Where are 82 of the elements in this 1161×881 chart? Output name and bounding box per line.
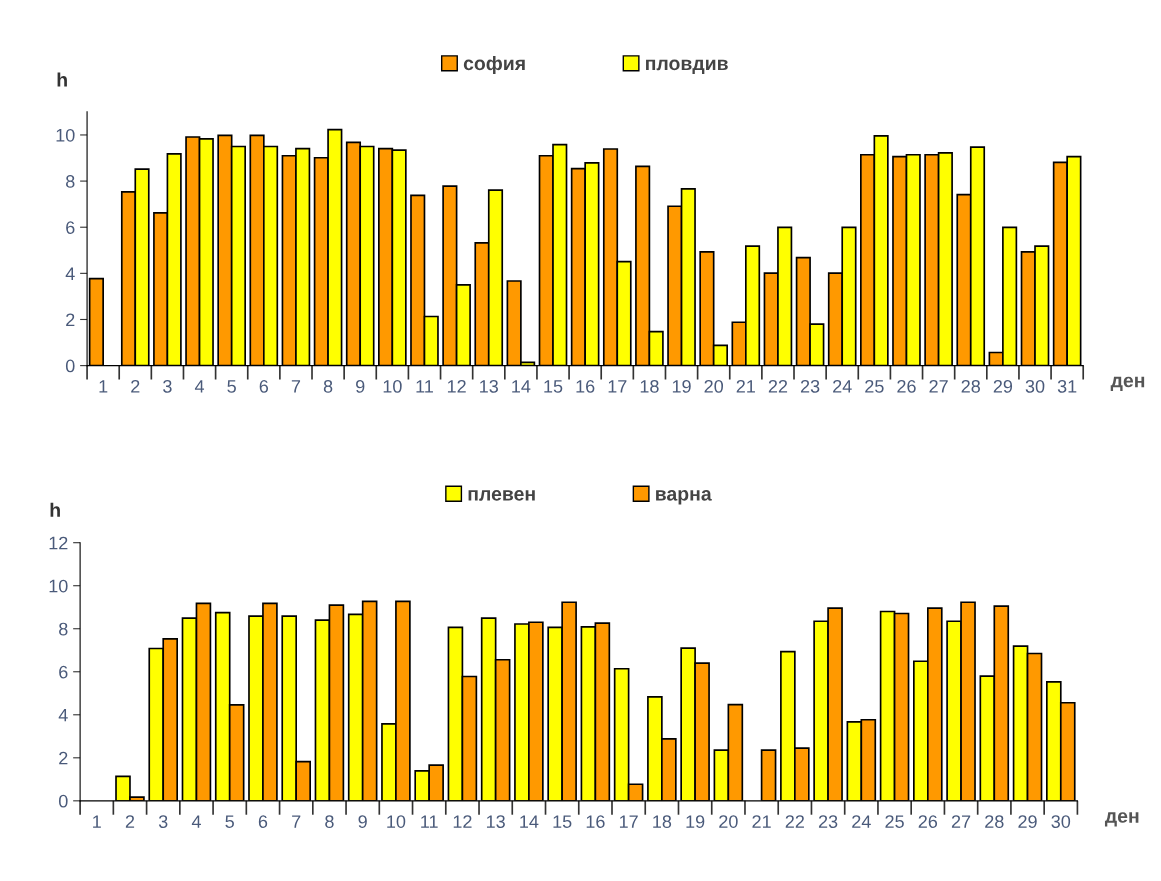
x-tick-label: 16 (586, 815, 605, 828)
x-tick-label: 17 (608, 380, 627, 393)
y-tick-label: 6 (59, 665, 68, 679)
x-tick-label: 27 (951, 815, 971, 828)
x-tick-label: 20 (704, 379, 724, 393)
legend-label: варна (656, 490, 712, 505)
x-tick-label: 24 (833, 379, 852, 393)
y-tick-label: 6 (66, 221, 75, 234)
x-tick-label: 1 (93, 815, 101, 828)
x-tick-label: 4 (194, 380, 205, 393)
x-tick-label: 30 (1025, 379, 1045, 393)
x-tick-label: 23 (818, 815, 838, 828)
x-tick-label: 24 (852, 815, 871, 828)
x-tick-label: 26 (897, 379, 916, 393)
y-axis-title: h (50, 502, 60, 517)
x-tick-label: 25 (885, 815, 904, 828)
x-tick-label: 7 (292, 815, 301, 828)
x-tick-label: 16 (576, 379, 595, 393)
x-tick-label: 18 (640, 379, 659, 393)
x-tick-label: 13 (480, 379, 498, 393)
y-tick-label: 10 (56, 128, 75, 142)
x-tick-label: 29 (1018, 815, 1037, 828)
x-tick-label: 8 (325, 815, 334, 828)
x-tick-label: 7 (291, 380, 301, 393)
x-tick-label: 12 (447, 379, 466, 393)
legend-label: пловдив (646, 59, 728, 74)
legend-label: плевен (468, 490, 535, 501)
x-tick-label: 9 (358, 815, 367, 828)
x-tick-label: 28 (985, 815, 1004, 828)
x-tick-label: 15 (553, 815, 572, 828)
x-tick-label: 19 (686, 815, 705, 828)
x-tick-label: 5 (227, 380, 236, 393)
x-tick-label: 6 (258, 815, 268, 828)
x-tick-label: 21 (736, 379, 755, 393)
y-tick-label: 2 (66, 313, 75, 327)
x-tick-label: 5 (225, 815, 234, 828)
x-tick-label: 25 (865, 379, 884, 393)
x-tick-label: 11 (421, 815, 438, 828)
y-tick-label: 0 (58, 794, 68, 808)
x-tick-label: 11 (416, 380, 433, 393)
x-tick-label: 30 (1051, 815, 1071, 828)
x-tick-label: 14 (520, 815, 539, 828)
x-tick-label: 31 (1057, 379, 1077, 393)
y-tick-label: 4 (58, 708, 68, 722)
x-tick-label: 2 (125, 815, 135, 828)
x-tick-label: 28 (961, 379, 980, 393)
x-tick-label: 3 (163, 379, 172, 393)
x-tick-label: 29 (993, 379, 1013, 393)
x-tick-label: 15 (544, 380, 563, 393)
y-axis-title: h (57, 72, 67, 87)
x-tick-label: 10 (383, 379, 402, 393)
x-tick-label: 8 (323, 379, 333, 393)
y-tick-label: 2 (59, 751, 68, 765)
x-tick-label: 13 (486, 815, 505, 828)
x-tick-label: 19 (672, 379, 691, 393)
x-tick-label: 26 (918, 815, 938, 828)
x-tick-label: 4 (191, 815, 201, 828)
x-tick-label: 18 (653, 815, 672, 828)
x-tick-label: 27 (929, 379, 948, 393)
y-tick-label: 8 (59, 622, 68, 636)
x-tick-label: 9 (356, 379, 365, 393)
x-tick-label: 22 (785, 815, 804, 828)
x-tick-label: 2 (131, 379, 140, 393)
x-tick-label: 21 (752, 815, 771, 828)
y-tick-label: 8 (66, 175, 75, 188)
x-axis-title: ден (1104, 812, 1139, 827)
x-tick-label: 10 (387, 815, 406, 828)
x-tick-label: 1 (99, 380, 108, 393)
x-tick-label: 14 (512, 380, 531, 393)
x-tick-label: 20 (719, 815, 738, 828)
x-tick-label: 22 (768, 379, 788, 393)
x-tick-label: 6 (259, 379, 269, 393)
x-tick-label: 12 (453, 815, 472, 828)
legend-label: софия (463, 55, 525, 75)
x-axis-title: ден (1110, 376, 1145, 392)
y-tick-label: 4 (65, 267, 75, 280)
x-tick-label: 17 (619, 815, 638, 828)
x-tick-label: 3 (158, 815, 168, 828)
y-tick-label: 0 (65, 359, 75, 373)
x-tick-label: 23 (800, 379, 820, 393)
y-tick-label: 12 (49, 536, 68, 550)
y-tick-label: 10 (49, 579, 68, 593)
